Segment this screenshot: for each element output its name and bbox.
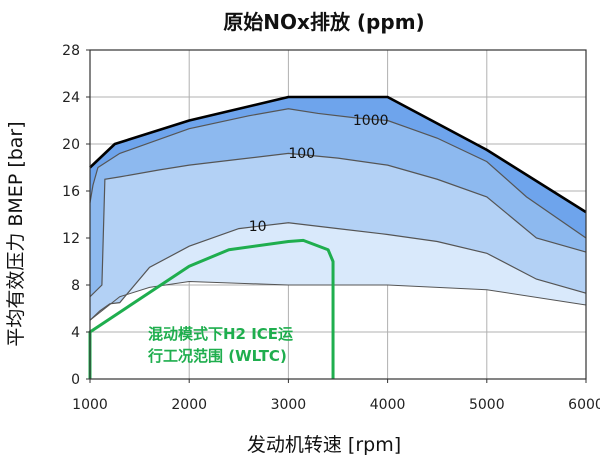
chart-title: 原始NOx排放 (ppm) bbox=[223, 10, 424, 34]
y-tick-label: 8 bbox=[71, 278, 80, 294]
x-tick-label: 5000 bbox=[469, 397, 505, 413]
contour-label-1000: 1000 bbox=[353, 113, 389, 129]
emission-bands bbox=[90, 97, 586, 321]
full-load-curve bbox=[89, 95, 587, 214]
y-tick-label: 28 bbox=[62, 43, 80, 59]
contour-line-1000 bbox=[89, 108, 587, 239]
contour-label-10: 10 bbox=[249, 219, 267, 235]
y-tick-label: 0 bbox=[71, 372, 80, 388]
y-tick-label: 24 bbox=[62, 90, 80, 106]
y-tick-label: 20 bbox=[62, 137, 80, 153]
x-tick-label: 1000 bbox=[72, 397, 108, 413]
axis-ticks: 1000 2000 3000 4000 5000 6000 0 4 8 12 16 20 24 28 bbox=[62, 43, 600, 413]
contour-lines: 1000 100 10 bbox=[89, 108, 587, 321]
full-load-line bbox=[89, 95, 587, 214]
plot-frame bbox=[89, 49, 587, 380]
x-tick-label: 3000 bbox=[271, 397, 307, 413]
y-axis-title: 平均有效压力 BMEP [bar] bbox=[5, 121, 27, 346]
x-tick-label: 2000 bbox=[171, 397, 207, 413]
y-tick-label: 16 bbox=[62, 184, 80, 200]
contour-line-10 bbox=[89, 222, 587, 321]
contour-line-100 bbox=[89, 152, 587, 298]
lower-boundary-line bbox=[89, 280, 587, 321]
wltc-label-line2: 行工况范围 (WLTC) bbox=[147, 347, 287, 365]
plot-border bbox=[89, 49, 587, 380]
x-tick-label: 4000 bbox=[370, 397, 406, 413]
y-tick-label: 4 bbox=[71, 325, 80, 341]
x-axis-title: 发动机转速 [rpm] bbox=[247, 434, 401, 456]
wltc-boundary bbox=[88, 238, 335, 379]
x-tick-label: 6000 bbox=[568, 397, 600, 413]
y-tick-label: 12 bbox=[62, 231, 80, 247]
contour-label-100: 100 bbox=[288, 146, 315, 162]
wltc-label-line1: 混动模式下H2 ICE运 bbox=[148, 325, 293, 343]
wltc-operating-region bbox=[88, 238, 335, 379]
